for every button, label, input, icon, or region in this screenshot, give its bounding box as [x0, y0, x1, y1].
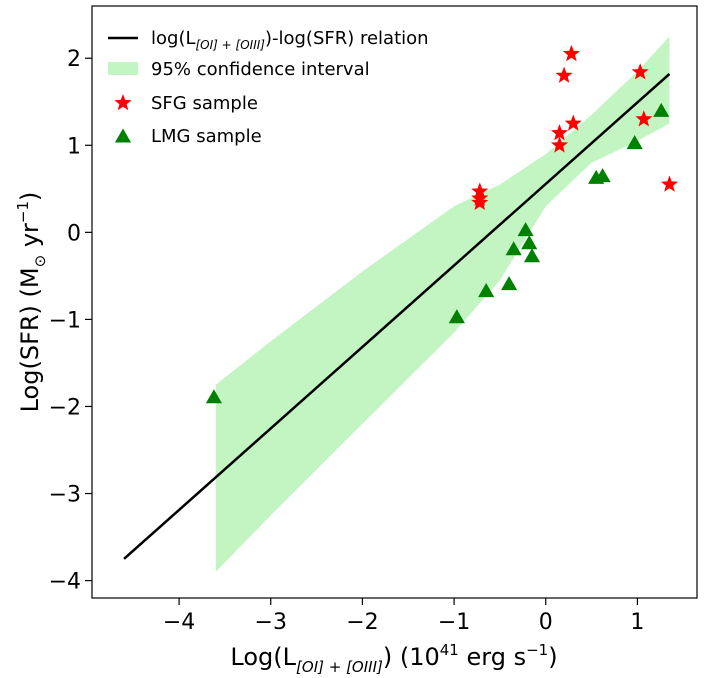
y-axis-label-superscript: −1	[14, 201, 32, 223]
legend: log(L[OI] + [OIII])-log(SFR) relation 95…	[108, 28, 429, 147]
plot-frame	[91, 5, 698, 599]
confidence-band-layer	[215, 36, 670, 572]
confidence-band	[215, 36, 670, 572]
y-axis-label-subscript: ⊙	[31, 255, 49, 268]
y-tick-label: 2	[67, 47, 81, 72]
x-tick-label: 0	[539, 610, 553, 635]
lmg-point	[594, 168, 611, 183]
legend-sfg-label: SFG sample	[151, 93, 258, 114]
lmg-point	[517, 222, 534, 237]
lmg-point	[205, 389, 222, 404]
x-axis-label-subscript: [OI] + [OIII]	[296, 658, 383, 676]
x-axis-label: Log(L[OI] + [OIII]) (1041 erg s−1)	[230, 641, 557, 676]
sfg-point	[660, 175, 679, 192]
legend-star-icon	[114, 94, 132, 111]
x-tick-label: −1	[438, 610, 470, 635]
legend-confidence-label: 95% confidence interval	[151, 59, 370, 80]
y-tick-label: 0	[67, 221, 81, 246]
legend-band-swatch	[108, 62, 138, 75]
y-axis-label-prefix: Log(SFR) (M	[16, 267, 44, 412]
sfg-point	[635, 110, 653, 127]
legend-relation-prefix: log(L	[151, 28, 196, 49]
sfg-point	[550, 124, 569, 141]
sfg-point	[555, 66, 573, 83]
legend-triangle-marker	[114, 128, 132, 143]
lmg-point	[501, 276, 518, 291]
x-axis-label-prefix: Log(L	[230, 643, 296, 671]
x-axis-label-close: )	[548, 643, 557, 671]
points-layer	[205, 44, 679, 404]
legend-star-marker	[114, 94, 132, 111]
sfg-point	[550, 136, 569, 153]
lmg-point	[523, 248, 541, 263]
lmg-point	[505, 241, 522, 256]
y-tick-label: −3	[49, 483, 81, 508]
legend-relation-subscript: [OI] + [OIII]	[196, 38, 266, 52]
x-axis-label-suffix-superscript: −1	[526, 641, 548, 659]
fit-line	[123, 72, 671, 560]
x-tick-label: −2	[346, 610, 378, 635]
y-ticks: −4 −3 −2 −1 0 1 2	[49, 47, 92, 595]
x-tick-label: 1	[630, 610, 644, 635]
lmg-point	[478, 283, 495, 298]
y-tick-label: −2	[49, 395, 81, 420]
x-ticks: −4 −3 −2 −1 0 1	[163, 598, 644, 635]
legend-lmg-label: LMG sample	[151, 126, 262, 147]
sfg-point	[471, 193, 489, 210]
y-axis-label-middle: yr	[16, 223, 44, 255]
y-tick-label: −1	[49, 308, 81, 333]
lmg-point	[521, 235, 538, 250]
legend-relation-suffix: )-log(SFR) relation	[265, 28, 429, 49]
lmg-point	[626, 135, 643, 150]
legend-triangle-icon	[114, 128, 132, 143]
x-tick-label: −4	[163, 610, 195, 635]
x-axis-label-superscript: 41	[440, 641, 459, 659]
sfg-point	[562, 44, 580, 62]
y-axis-label: Log(SFR) (M⊙ yr−1)	[14, 192, 49, 413]
x-axis-label-middle: ) (10	[383, 643, 440, 671]
sfg-point	[631, 63, 649, 80]
y-tick-label: 1	[67, 134, 81, 159]
legend-relation-label: log(L[OI] + [OIII])-log(SFR) relation	[151, 28, 429, 52]
x-axis-label-suffix: erg s	[459, 643, 526, 671]
sfg-point	[564, 114, 582, 131]
fit-line-layer	[123, 72, 671, 560]
lmg-point	[653, 102, 670, 117]
lmg-point	[448, 309, 465, 324]
x-tick-label: −3	[255, 610, 287, 635]
y-axis-label-close: )	[16, 192, 44, 201]
y-tick-label: −4	[49, 570, 81, 595]
